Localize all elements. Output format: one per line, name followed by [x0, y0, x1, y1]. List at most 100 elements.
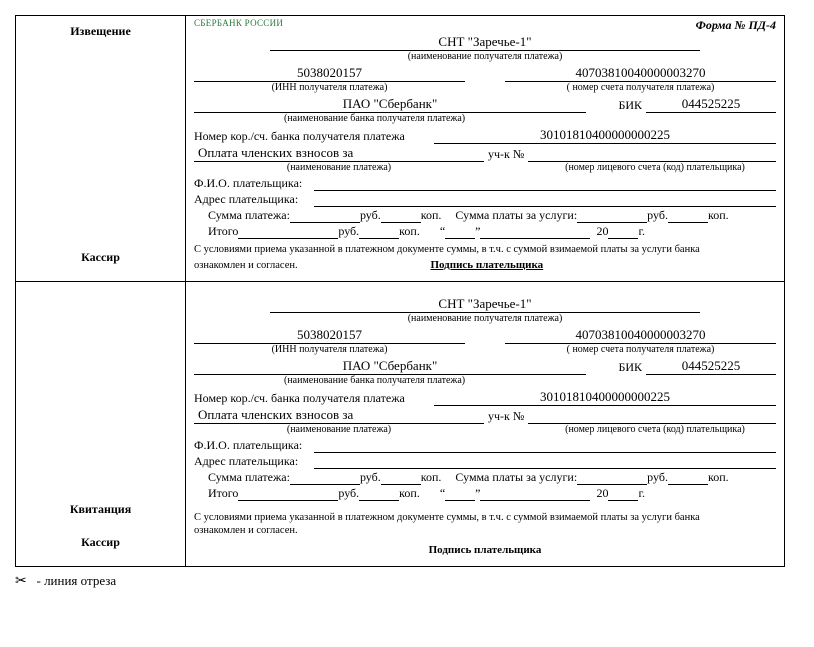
recipient-name-sub: (наименование получателя платежа) — [194, 51, 776, 62]
notice-title: Извещение — [70, 24, 131, 39]
rub-2: руб. — [647, 208, 668, 223]
year-prefix-1: 20 — [590, 224, 608, 239]
cashier-label-top: Кассир — [81, 250, 120, 265]
sberbank-logo: СБЕРБАНК РОССИИ — [194, 18, 283, 28]
sum-kop-blank-b — [381, 471, 421, 485]
payment-name-sub: (наименование платежа) — [194, 162, 484, 173]
year-suffix-2: г. — [638, 486, 645, 501]
corr-value-b: 30101810400000000225 — [434, 389, 776, 406]
date-year-blank-b — [608, 487, 638, 501]
fee-kop-blank — [668, 209, 708, 223]
bik-label: БИК — [586, 98, 646, 113]
date-month-blank — [480, 225, 590, 239]
bottom-left-column: Квитанция Кассир — [16, 282, 186, 566]
uchk-sub-b: (номер лицевого счета (код) плательщика) — [534, 424, 776, 435]
year-prefix-2: 20 — [590, 486, 608, 501]
fee-kop-blank-b — [668, 471, 708, 485]
addr-blank-b — [314, 455, 776, 469]
cashier-label-bottom: Кассир — [70, 535, 131, 550]
sum-rub-blank-b — [290, 471, 360, 485]
payment-name-sub-b: (наименование платежа) — [194, 424, 484, 435]
total-label-b: Итого — [194, 486, 238, 501]
account-sub-b: ( номер счета получателя платежа) — [505, 344, 776, 355]
kop-1: коп. — [421, 208, 442, 223]
rub-1b: руб. — [360, 470, 381, 485]
date-year-blank — [608, 225, 638, 239]
date-day-blank — [445, 225, 475, 239]
cut-line-label: - линия отреза — [36, 573, 116, 588]
kop-3b: коп. — [399, 486, 420, 501]
inn-value-b: 5038020157 — [194, 327, 465, 344]
total-label: Итого — [194, 224, 238, 239]
fee-rub-blank-b — [577, 471, 647, 485]
corr-label: Номер кор./сч. банка получателя платежа — [194, 129, 434, 144]
date-month-blank-b — [480, 487, 590, 501]
kop-3: коп. — [399, 224, 420, 239]
top-left-column: Извещение Кассир — [16, 16, 186, 281]
agreement-text-2b: ознакомлен и согласен. — [194, 524, 776, 538]
bottom-right-column: СНТ "Заречье-1" (наименование получателя… — [186, 282, 784, 566]
total-rub-blank — [238, 225, 338, 239]
uchk-label-b: уч-к № — [484, 409, 528, 424]
corr-value: 30101810400000000225 — [434, 127, 776, 144]
top-right-column: СБЕРБАНК РОССИИ Форма № ПД-4 СНТ "Заречь… — [186, 16, 784, 281]
date-day-blank-b — [445, 487, 475, 501]
payment-name: Оплата членских взносов за — [194, 145, 424, 162]
rub-3b: руб. — [338, 486, 359, 501]
agreement-text-1: С условиями приема указанной в платежном… — [194, 243, 776, 257]
inn-sub-b: (ИНН получателя платежа) — [194, 344, 465, 355]
addr-blank — [314, 193, 776, 207]
sum-label: Сумма платежа: — [194, 208, 290, 223]
fio-blank-b — [314, 439, 776, 453]
payment-period-blank — [424, 148, 484, 162]
sum-label-b: Сумма платежа: — [194, 470, 290, 485]
agreement-text-1b: С условиями приема указанной в платежном… — [194, 511, 776, 525]
cut-line: ✂ - линия отреза — [15, 573, 799, 590]
bik-label-b: БИК — [586, 360, 646, 375]
corr-label-b: Номер кор./сч. банка получателя платежа — [194, 391, 434, 406]
addr-label-b: Адрес плательщика: — [194, 454, 314, 469]
inn-value: 5038020157 — [194, 65, 465, 82]
kop-2: коп. — [708, 208, 729, 223]
fio-label: Ф.И.О. плательщика: — [194, 176, 314, 191]
fee-label-b: Сумма платы за услуги: — [455, 470, 577, 485]
fee-rub-blank — [577, 209, 647, 223]
bik-value-b: 044525225 — [646, 358, 776, 375]
signature-label-top: Подпись плательщика — [430, 259, 543, 273]
uchk-blank — [528, 148, 776, 162]
bik-value: 044525225 — [646, 96, 776, 113]
recipient-name-b: СНТ "Заречье-1" — [270, 296, 700, 313]
account-value-b: 40703810040000003270 — [505, 327, 776, 344]
rub-2b: руб. — [647, 470, 668, 485]
scissors-icon: ✂ — [15, 574, 27, 589]
recipient-name: СНТ "Заречье-1" — [270, 34, 700, 51]
total-rub-blank-b — [238, 487, 338, 501]
payment-period-blank-b — [424, 410, 484, 424]
recipient-name-sub-b: (наименование получателя платежа) — [194, 313, 776, 324]
fee-label: Сумма платы за услуги: — [455, 208, 577, 223]
addr-label: Адрес плательщика: — [194, 192, 314, 207]
bank-sub-b: (наименование банка получателя платежа) — [194, 375, 776, 386]
uchk-sub: (номер лицевого счета (код) плательщика) — [534, 162, 776, 173]
sum-rub-blank — [290, 209, 360, 223]
form-number: Форма № ПД-4 — [696, 18, 776, 33]
uchk-blank-b — [528, 410, 776, 424]
sum-kop-blank — [381, 209, 421, 223]
account-value: 40703810040000003270 — [505, 65, 776, 82]
form-container: Извещение Кассир СБЕРБАНК РОССИИ Форма №… — [15, 15, 785, 567]
total-kop-blank-b — [359, 487, 399, 501]
inn-sub: (ИНН получателя платежа) — [194, 82, 465, 93]
account-sub: ( номер счета получателя платежа) — [505, 82, 776, 93]
bank-sub: (наименование банка получателя платежа) — [194, 113, 776, 124]
rub-3: руб. — [338, 224, 359, 239]
fio-blank — [314, 177, 776, 191]
uchk-label: уч-к № — [484, 147, 528, 162]
fio-label-b: Ф.И.О. плательщика: — [194, 438, 314, 453]
signature-label-bottom: Подпись плательщика — [194, 544, 776, 556]
receipt-title: Квитанция — [70, 502, 131, 517]
bank-name-b: ПАО "Сбербанк" — [194, 358, 586, 375]
payment-name-b: Оплата членских взносов за — [194, 407, 424, 424]
year-suffix-1: г. — [638, 224, 645, 239]
agreement-text-2: ознакомлен и согласен. — [194, 259, 298, 273]
rub-1: руб. — [360, 208, 381, 223]
